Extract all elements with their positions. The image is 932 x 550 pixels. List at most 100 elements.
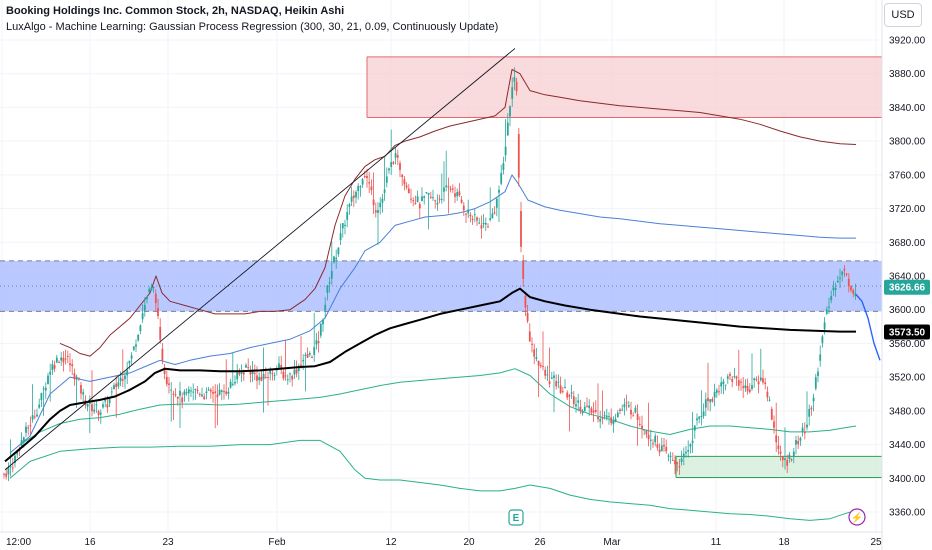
candle-body: [97, 411, 100, 416]
candle-body: [132, 346, 135, 350]
candle-body: [748, 389, 751, 393]
candle-body: [319, 323, 322, 336]
candle-body: [788, 454, 791, 460]
currency-button[interactable]: USD: [884, 3, 922, 27]
candle-body: [458, 191, 461, 196]
candle-body: [465, 213, 467, 215]
y-tick-label: 3360.00: [889, 508, 926, 519]
candle-body: [295, 369, 298, 374]
candle-body: [381, 198, 384, 203]
candle-body: [33, 416, 36, 418]
candle-body: [187, 389, 190, 394]
candle-body: [242, 372, 245, 375]
candle-body: [634, 407, 637, 413]
candle-body: [696, 418, 698, 421]
candle-body: [27, 427, 30, 429]
candle-body: [106, 404, 109, 408]
candle-body: [821, 336, 824, 344]
candle-body: [847, 278, 850, 287]
candle-body: [535, 357, 538, 360]
candle-body: [124, 375, 126, 380]
candle-body: [218, 389, 221, 395]
candle-body: [588, 405, 591, 409]
candle-body: [755, 379, 758, 381]
candle-body: [775, 435, 778, 443]
candle-body: [344, 224, 346, 226]
candle-body: [797, 440, 800, 445]
candle-body: [20, 439, 23, 447]
candle-body: [135, 344, 137, 347]
candle-body: [341, 223, 344, 229]
candle-body: [86, 404, 89, 407]
trend-line: [4, 48, 516, 471]
candle-body: [253, 372, 256, 374]
candle-body: [388, 168, 390, 171]
candle-body: [627, 405, 630, 407]
candle-body: [273, 375, 276, 377]
candle-body: [632, 415, 635, 417]
price-axis[interactable]: 3360.00 3400.00 3440.00 3480.00 3520.00 3560.…: [881, 0, 926, 550]
candle-body: [814, 377, 817, 389]
candle-body: [799, 437, 802, 441]
candle-body: [429, 196, 432, 198]
time-axis[interactable]: 12:00 16 23 Feb 12 20 26 Mar 11 18 25: [0, 531, 882, 548]
candle-body: [792, 451, 795, 457]
candles-layer: [3, 67, 857, 482]
candle-body: [781, 456, 784, 460]
candle-body: [231, 383, 234, 385]
candle-body: [130, 355, 133, 359]
candle-body: [819, 354, 822, 361]
candle-body: [291, 375, 294, 380]
candle-body: [313, 347, 316, 355]
candle-body: [836, 280, 839, 283]
candle-body: [740, 381, 742, 383]
candle-body: [526, 312, 529, 322]
candle-body: [546, 374, 549, 376]
indicator-label: LuxAlgo - Machine Learning: Gaussian Pro…: [6, 21, 499, 33]
candle-body: [91, 404, 93, 412]
candle-body: [9, 466, 12, 468]
candle-body: [93, 409, 96, 412]
candle-body: [170, 389, 173, 391]
candle-body: [575, 404, 577, 407]
candle-body: [649, 439, 652, 441]
candle-body: [669, 455, 672, 457]
event-markers: E ⚡: [508, 508, 866, 526]
chart-title: Booking Holdings Inc. Common Stock, 2h, …: [6, 5, 345, 17]
candle-body: [300, 364, 302, 367]
candle-body: [427, 193, 430, 195]
candle-body: [401, 174, 404, 178]
candle-body: [42, 388, 45, 390]
x-tick-label: 25: [870, 537, 882, 548]
candle-body: [451, 188, 454, 190]
candle-body: [658, 449, 661, 453]
candle-body: [418, 203, 421, 209]
zone-demand-green: [676, 456, 882, 478]
candle-body: [528, 331, 531, 342]
candle-body: [7, 467, 10, 475]
candle-body: [491, 213, 494, 219]
y-tick-label: 3800.00: [889, 137, 926, 148]
candle-body: [3, 473, 5, 475]
candle-body: [139, 325, 142, 331]
candle-body: [614, 418, 617, 423]
candle-body: [845, 273, 848, 275]
y-tick-label: 3760.00: [889, 170, 926, 181]
candle-body: [225, 391, 228, 394]
candle-body: [53, 365, 56, 369]
candle-body: [790, 459, 793, 461]
candle-body: [62, 357, 65, 363]
candle-body: [82, 392, 85, 395]
candle-body: [150, 287, 153, 291]
candle-body: [328, 282, 331, 284]
candle-body: [324, 304, 327, 311]
candle-body: [462, 205, 465, 211]
candle-body: [372, 199, 375, 206]
candle-body: [412, 200, 415, 202]
candle-body: [830, 295, 833, 301]
candle-body: [616, 412, 619, 418]
candle-body: [726, 376, 729, 379]
candle-body: [623, 404, 626, 408]
candle-body: [854, 293, 857, 296]
